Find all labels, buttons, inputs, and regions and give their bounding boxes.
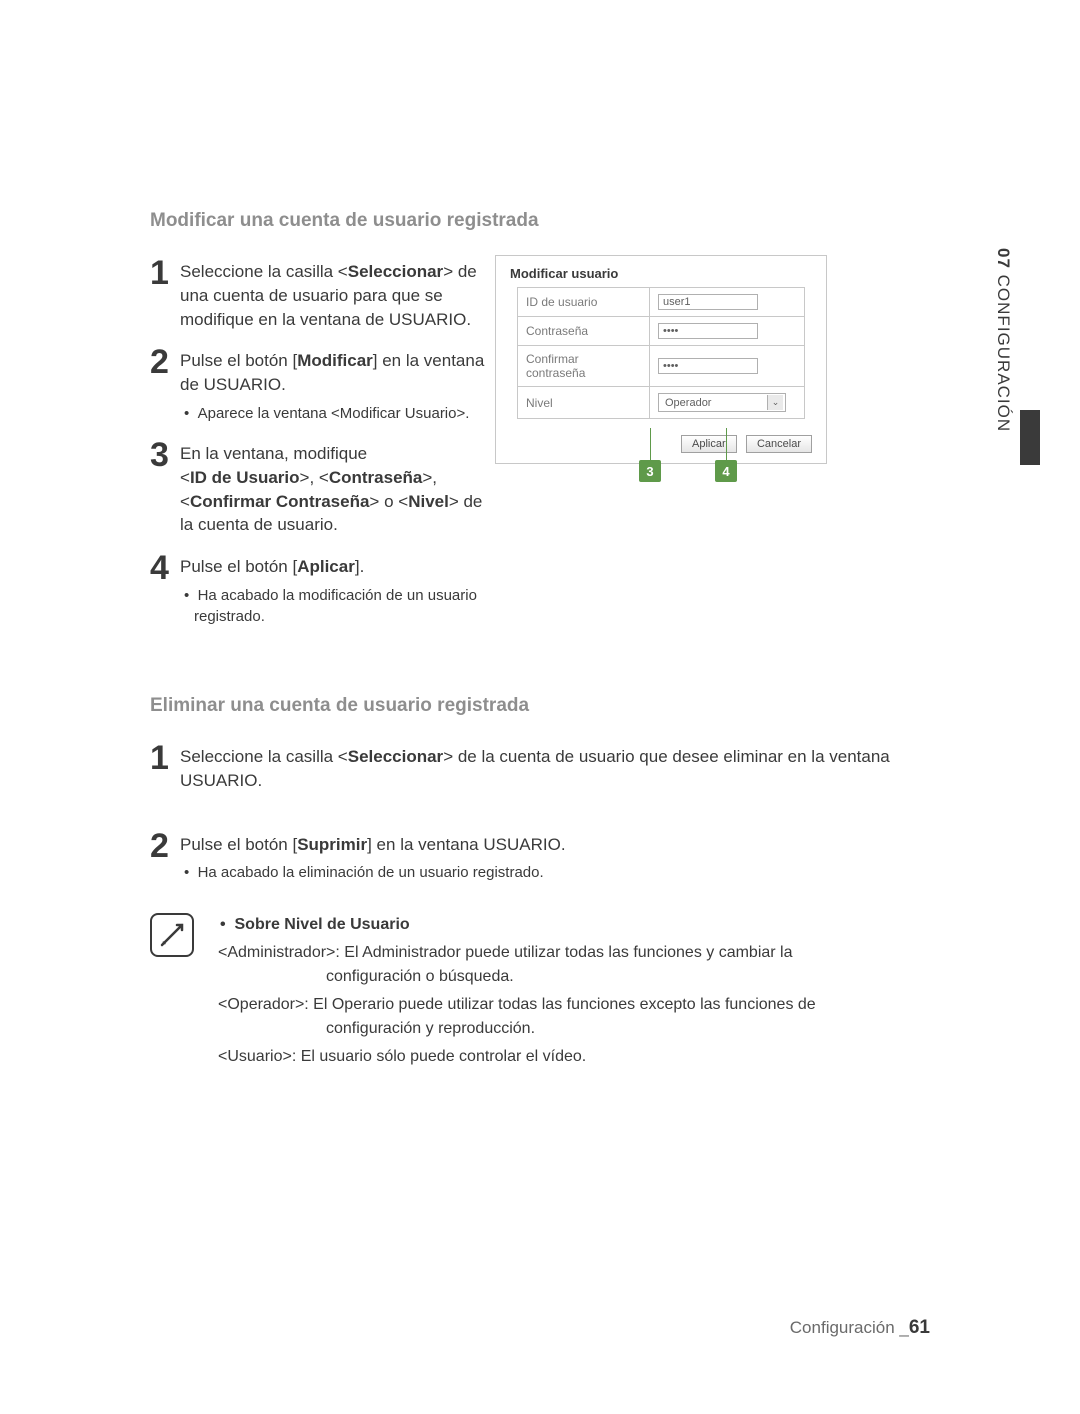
- step-2: 2 Pulse el botón [Modificar] en la venta…: [150, 349, 500, 424]
- step-substep: • Ha acabado la eliminación de un usuari…: [194, 862, 566, 883]
- manual-page: 07 CONFIGURACIÓN Modificar una cuenta de…: [0, 0, 1080, 1414]
- dialog-screenshot: Modificar usuario ID de usuario Contrase…: [495, 255, 827, 464]
- footer-section: Configuración _: [790, 1318, 909, 1337]
- apply-button[interactable]: Aplicar: [681, 435, 737, 453]
- chapter-number: 07: [994, 248, 1013, 269]
- step-3: 3 En la ventana, modifique <ID de Usuari…: [150, 442, 500, 537]
- step-1: 1 Seleccione la casilla <Seleccionar> de…: [150, 260, 500, 331]
- table-row: Confirmar contraseña: [518, 346, 805, 387]
- callout-line: [650, 428, 651, 461]
- step-substep: • Ha acabado la modificación de un usuar…: [194, 585, 500, 627]
- note-header: • Sobre Nivel de Usuario: [232, 913, 816, 937]
- password-input[interactable]: [658, 323, 758, 339]
- cancel-button[interactable]: Cancelar: [746, 435, 812, 453]
- table-row: ID de usuario: [518, 288, 805, 317]
- step-text: En la ventana, modifique <ID de Usuario>…: [180, 442, 500, 537]
- step-4: 4 Pulse el botón [Aplicar]. • Ha acabado…: [150, 555, 500, 627]
- callout-marker-3: 3: [639, 460, 661, 482]
- step-text: Pulse el botón [Modificar] en la ventana…: [180, 349, 500, 424]
- table-row: Contraseña: [518, 317, 805, 346]
- steps-delete: 1 Seleccione la casilla <Seleccionar> de…: [150, 745, 930, 883]
- step-number: 2: [150, 345, 180, 379]
- step-text: Seleccione la casilla <Seleccionar> de l…: [180, 745, 930, 793]
- step-number: 1: [150, 256, 180, 290]
- section-title-modify: Modificar una cuenta de usuario registra…: [150, 210, 930, 232]
- callout-marker-4: 4: [715, 460, 737, 482]
- confirm-password-label: Confirmar contraseña: [518, 346, 650, 387]
- level-label: Nivel: [518, 387, 650, 419]
- confirm-password-input[interactable]: [658, 358, 758, 374]
- note-line: <Operador>: El Operario puede utilizar t…: [218, 993, 816, 1017]
- table-row: Nivel Operador ⌄: [518, 387, 805, 419]
- step-number: 2: [150, 829, 180, 863]
- user-id-label: ID de usuario: [518, 288, 650, 317]
- note-line-cont: configuración o búsqueda.: [326, 965, 816, 989]
- step-text: Pulse el botón [Aplicar]. • Ha acabado l…: [180, 555, 500, 627]
- note-body: • Sobre Nivel de Usuario <Administrador>…: [218, 913, 816, 1069]
- level-select[interactable]: Operador ⌄: [658, 393, 786, 412]
- callout-line: [726, 428, 727, 461]
- dialog-title: Modificar usuario: [496, 256, 826, 287]
- steps-modify: 1 Seleccione la casilla <Seleccionar> de…: [150, 260, 500, 627]
- user-id-input[interactable]: [658, 294, 758, 310]
- note-line: <Usuario>: El usuario sólo puede control…: [218, 1045, 816, 1069]
- modify-user-dialog: Modificar usuario ID de usuario Contrase…: [495, 255, 827, 464]
- level-select-value: Operador: [665, 397, 711, 409]
- page-footer: Configuración _61: [790, 1317, 930, 1339]
- step-substep: • Aparece la ventana <Modificar Usuario>…: [194, 403, 500, 424]
- note-line-cont: configuración y reproducción.: [326, 1017, 816, 1041]
- step-number: 3: [150, 438, 180, 472]
- page-number: 61: [909, 1317, 930, 1338]
- thumb-index-tab: [1020, 410, 1040, 465]
- note-block: • Sobre Nivel de Usuario <Administrador>…: [150, 913, 930, 1069]
- step-2: 2 Pulse el botón [Suprimir] en la ventan…: [150, 833, 930, 884]
- step-number: 4: [150, 551, 180, 585]
- section-title-delete: Eliminar una cuenta de usuario registrad…: [150, 695, 930, 717]
- chapter-name: CONFIGURACIÓN: [994, 275, 1013, 433]
- step-text: Seleccione la casilla <Seleccionar> de u…: [180, 260, 500, 331]
- step-text: Pulse el botón [Suprimir] en la ventana …: [180, 833, 566, 884]
- password-label: Contraseña: [518, 317, 650, 346]
- step-number: 1: [150, 741, 180, 775]
- dialog-button-row: Aplicar Cancelar: [496, 429, 826, 463]
- note-icon: [150, 913, 194, 957]
- step-1: 1 Seleccione la casilla <Seleccionar> de…: [150, 745, 930, 793]
- note-line: <Administrador>: El Administrador puede …: [218, 941, 816, 965]
- chevron-down-icon: ⌄: [767, 395, 783, 410]
- dialog-form-table: ID de usuario Contraseña Confirmar contr…: [517, 287, 805, 419]
- chapter-tab: 07 CONFIGURACIÓN: [993, 248, 1013, 432]
